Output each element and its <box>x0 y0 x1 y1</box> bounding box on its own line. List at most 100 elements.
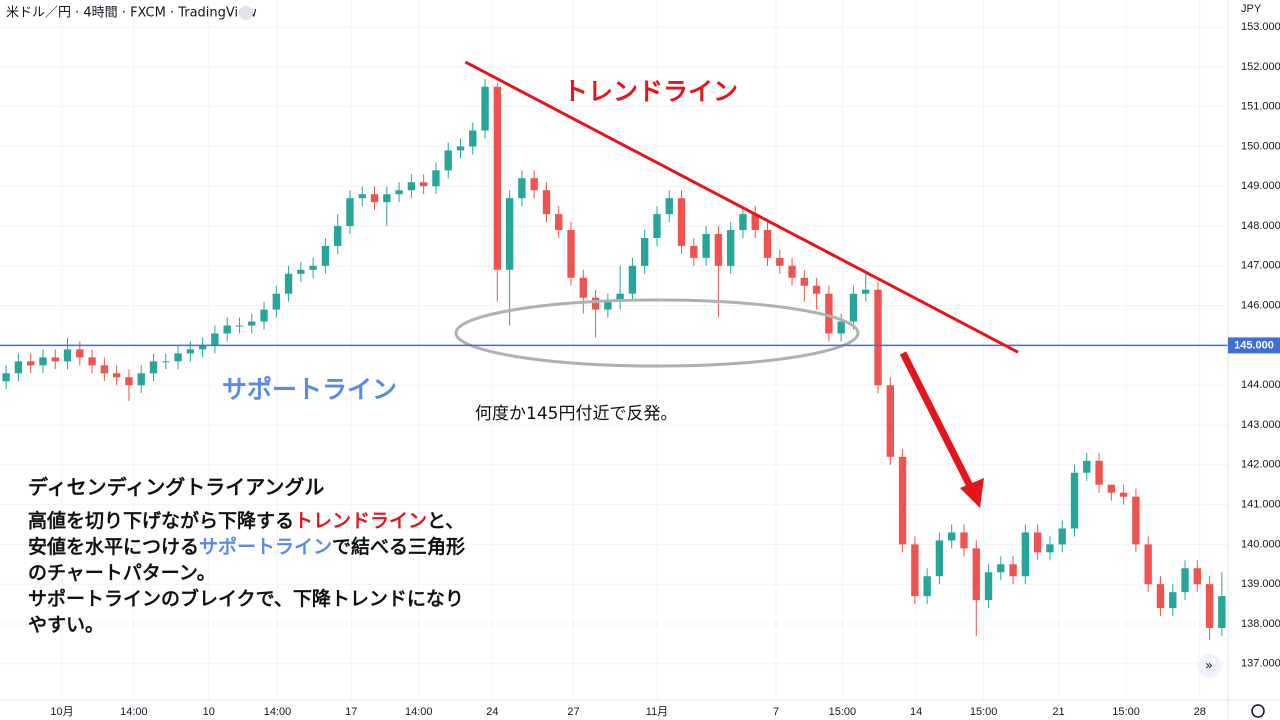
scroll-icon: » <box>1205 659 1213 674</box>
candle-body <box>862 289 870 294</box>
candle-body <box>555 214 563 231</box>
candle-body <box>984 572 993 601</box>
candle-body <box>923 576 931 597</box>
y-tick-label: 151.000 <box>1241 101 1280 113</box>
x-tick-label: 28 <box>1194 706 1206 718</box>
candle-body <box>76 349 84 358</box>
x-tick-label: 15:00 <box>1112 706 1140 718</box>
description-text: トレンドライン <box>294 510 428 532</box>
candle-body <box>1132 496 1140 545</box>
x-tick-label: 10月 <box>50 706 73 718</box>
candle-body <box>444 150 452 171</box>
candle-body <box>1193 568 1201 585</box>
candles <box>2 78 1226 640</box>
candle-body <box>665 198 673 215</box>
candle-body <box>1156 584 1165 609</box>
candle-body <box>591 297 600 310</box>
candle-body <box>284 273 293 294</box>
candle-body <box>321 245 330 266</box>
description: 高値を切り下げながら下降するトレンドラインと、 安値を水平につけるサポートラインで… <box>28 508 465 638</box>
candle-body <box>100 365 109 374</box>
support-label: サポートライン <box>222 375 398 404</box>
candle-body <box>567 230 575 278</box>
y-tick-label: 148.000 <box>1241 220 1280 232</box>
candle-body <box>1046 544 1054 553</box>
grid <box>0 0 1228 700</box>
x-tick-label: 15:00 <box>829 706 857 718</box>
price-tag <box>1228 337 1280 354</box>
candle-body <box>997 564 1005 573</box>
candle-body <box>677 198 686 246</box>
candle-body <box>1144 544 1152 585</box>
candle-body <box>776 257 784 266</box>
settings-button[interactable] <box>1251 704 1265 718</box>
y-tick-label: 149.000 <box>1241 180 1280 192</box>
candle-body <box>1058 528 1066 545</box>
description-text: で結べる三角形 <box>332 536 466 558</box>
y-tick-label: 150.000 <box>1241 140 1280 152</box>
candle-body <box>297 269 305 274</box>
candle-body <box>788 265 796 278</box>
pattern-name: ディセンディングトライアングル <box>28 475 325 499</box>
y-tick-label: 138.000 <box>1241 618 1280 630</box>
price-tag-label: 145.000 <box>1234 339 1274 351</box>
candle-body <box>1021 532 1030 577</box>
x-tick-label: 10 <box>203 706 215 718</box>
description-line: やすい。 <box>28 612 465 638</box>
candle-body <box>825 293 833 334</box>
x-tick-label: 14:00 <box>264 706 292 718</box>
candle-body <box>2 373 10 382</box>
scroll-button[interactable] <box>1197 654 1221 678</box>
candle-body <box>198 345 207 350</box>
candle-body <box>1009 564 1017 577</box>
candle-body <box>714 233 723 266</box>
x-tick-label: 15:00 <box>970 706 998 718</box>
candle-body <box>346 198 354 227</box>
description-line: 高値を切り下げながら下降するトレンドラインと、 <box>28 508 465 534</box>
candle-body <box>432 170 440 187</box>
candle-body <box>1169 592 1177 609</box>
candle-body <box>935 540 944 577</box>
x-tick-label: 14:00 <box>120 706 148 718</box>
candle-body <box>211 333 219 346</box>
y-tick-label: 152.000 <box>1241 61 1280 73</box>
candle-body <box>616 293 624 302</box>
y-tick-label: 147.000 <box>1241 260 1280 272</box>
candle-body <box>493 86 502 270</box>
x-tick-label: 24 <box>486 706 498 718</box>
candle-body <box>972 548 980 601</box>
breakout-arrowhead <box>960 478 984 508</box>
description-line: サポートラインのブレイクで、下降トレンドになり <box>28 586 465 612</box>
candle-body <box>370 194 379 203</box>
currency-label[interactable]: JPY <box>1241 3 1262 15</box>
candle-body <box>653 214 661 238</box>
candle-body <box>1083 460 1091 473</box>
candle-body <box>739 214 747 231</box>
chart-title: 米ドル／円 · 4時間 · FXCM · TradingView <box>6 6 257 21</box>
collapse-button[interactable] <box>239 6 253 20</box>
candle-body <box>125 377 133 386</box>
candle-body <box>395 190 403 195</box>
candle-body <box>530 178 538 191</box>
candle-body <box>260 309 268 322</box>
description-text: 高値を切り下げながら下降する <box>28 510 295 532</box>
candle-body <box>542 190 551 215</box>
candle-body <box>88 357 96 366</box>
y-tick-label: 140.000 <box>1241 538 1280 550</box>
candle-body <box>383 194 391 203</box>
candle-body <box>1205 584 1214 628</box>
candle-body <box>874 289 882 386</box>
candle-body <box>751 214 759 231</box>
candle-body <box>505 198 514 270</box>
candle-body <box>481 86 489 131</box>
candle-body <box>1095 460 1103 485</box>
candle-body <box>27 361 35 366</box>
y-tick-label: 142.000 <box>1241 459 1280 471</box>
candle-body <box>63 349 72 362</box>
candle-body <box>309 265 317 270</box>
y-tick-label: 144.000 <box>1241 379 1280 391</box>
candle-body <box>579 277 587 298</box>
